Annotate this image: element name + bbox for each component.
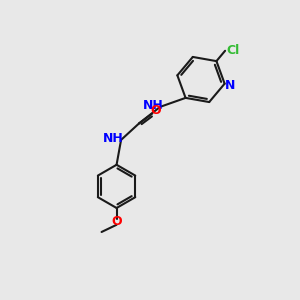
Text: NH: NH <box>143 99 164 112</box>
Text: Cl: Cl <box>226 44 239 57</box>
Text: NH: NH <box>103 132 124 145</box>
Text: O: O <box>111 215 122 228</box>
Text: O: O <box>150 104 161 117</box>
Text: N: N <box>225 79 235 92</box>
